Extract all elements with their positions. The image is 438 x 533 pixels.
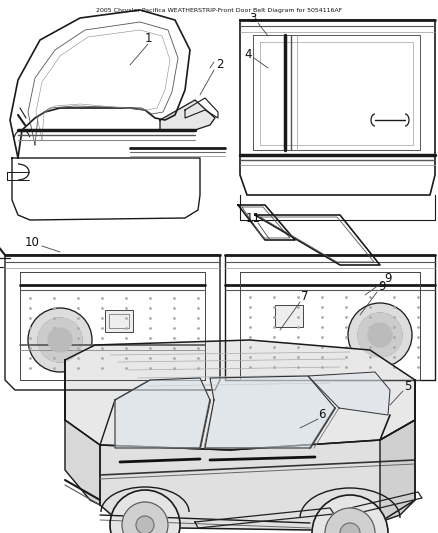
- Text: 5: 5: [404, 379, 412, 392]
- Polygon shape: [308, 372, 390, 415]
- Polygon shape: [380, 380, 415, 522]
- Circle shape: [122, 502, 168, 533]
- Text: 2: 2: [216, 59, 224, 71]
- Polygon shape: [65, 340, 415, 450]
- Text: 9: 9: [378, 280, 386, 294]
- Circle shape: [325, 508, 375, 533]
- Text: 1: 1: [144, 31, 152, 44]
- Text: 10: 10: [25, 237, 39, 249]
- Text: 3: 3: [249, 12, 257, 25]
- Bar: [275, 305, 303, 327]
- Text: 4: 4: [244, 49, 252, 61]
- Bar: [109, 314, 129, 328]
- Polygon shape: [160, 100, 215, 130]
- Circle shape: [340, 523, 360, 533]
- Circle shape: [38, 318, 82, 362]
- Text: 11: 11: [246, 212, 261, 224]
- Text: 7: 7: [301, 290, 309, 303]
- Circle shape: [312, 495, 388, 533]
- Circle shape: [48, 328, 72, 352]
- Text: 2005 Chrysler Pacifica WEATHERSTRIP-Front Door Belt Diagram for 5054116AF: 2005 Chrysler Pacifica WEATHERSTRIP-Fron…: [96, 8, 342, 13]
- Circle shape: [28, 308, 92, 372]
- Polygon shape: [65, 360, 100, 505]
- Circle shape: [110, 490, 180, 533]
- Circle shape: [136, 516, 154, 533]
- Bar: [105, 310, 133, 332]
- Text: 9: 9: [384, 271, 392, 285]
- Polygon shape: [115, 378, 210, 448]
- Text: 6: 6: [318, 408, 326, 422]
- Circle shape: [358, 313, 402, 357]
- Circle shape: [348, 303, 412, 367]
- Circle shape: [368, 323, 392, 347]
- Polygon shape: [100, 420, 415, 530]
- Polygon shape: [205, 376, 335, 448]
